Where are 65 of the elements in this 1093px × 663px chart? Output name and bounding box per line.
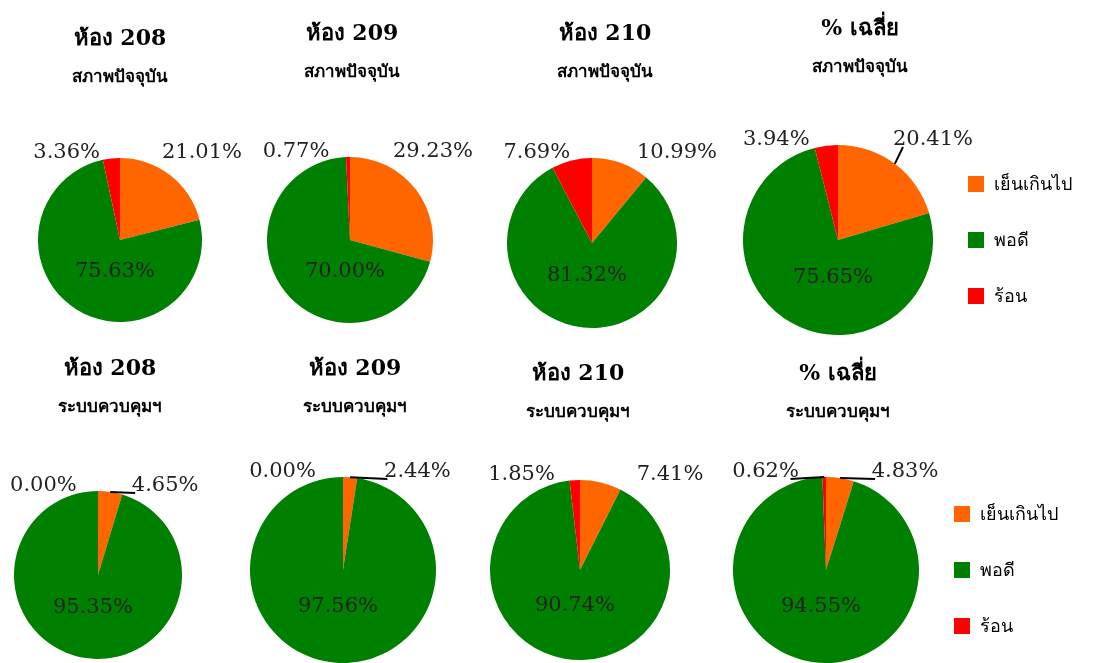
chart-title: ห้อง 209 [305,19,399,45]
data-label: 2.44% [384,458,451,482]
data-label: 10.99% [636,139,718,163]
pie-slice [343,477,358,570]
legend-label: พอดี [980,559,1015,580]
data-label: 1.85% [488,461,555,485]
pie-slice [38,159,202,322]
chart-title: ห้อง 208 [73,24,167,50]
chart-subtitle: สภาพปัจจุบัน [304,61,400,82]
data-label: 7.41% [636,461,704,485]
data-label: 70.00% [304,258,386,283]
pie-slice [733,477,919,663]
data-label: 4.83% [871,458,939,482]
data-label: 21.01% [161,139,243,163]
data-label: 94.55% [780,592,862,617]
chart-title: ห้อง 209 [308,354,402,380]
pie-slice [14,491,182,659]
chart-subtitle: สภาพปัจจุบัน [72,66,168,87]
pie-slice [592,158,647,243]
pie-slice [814,145,838,240]
pie-slice [267,157,431,323]
text: 0.00% [10,472,77,496]
pie-slice [552,158,592,243]
data-label: 90.74% [534,591,616,616]
data-label: 4.65% [131,472,199,496]
data-label: 95.35% [52,593,134,618]
data-label: 29.23% [392,138,474,162]
chart-title: ห้อง 210 [558,19,652,45]
data-label: 20.41% [892,126,974,150]
data-label: 0.62% [732,458,799,482]
legend-label: ร้อน [994,285,1027,306]
legend-label: ร้อน [980,615,1013,636]
pie-slice [350,157,433,262]
pie-slice [250,477,436,663]
pie-slice [102,158,120,240]
legend-label: เย็นเกินไป [994,172,1072,194]
pie-slice [98,491,123,575]
chart-subtitle: ระบบควบคุมฯ [303,396,407,417]
data-label: 97.56% [297,592,379,617]
chart-title: ห้อง 210 [531,359,625,385]
chart-subtitle: ระบบควบคุมฯ [786,401,890,422]
pie-slice [580,480,621,570]
data-label: 75.65% [792,263,874,288]
legend-label: พอดี [994,229,1029,250]
pie-slice [120,158,200,240]
chart-title: % เฉลี่ย [821,11,899,40]
chart-title: % เฉลี่ย [799,356,877,385]
pie-slice [743,147,933,335]
pie-slice [838,145,930,240]
data-label: 3.94% [742,126,810,150]
text: 0.00% [249,458,316,482]
data-label: 7.69% [503,139,571,163]
chart-subtitle: ระบบควบคุมฯ [58,396,162,417]
data-label: 81.32% [546,262,628,287]
pie-slice [507,167,677,328]
data-label: 0.77% [262,138,330,162]
pie-slice [490,480,670,660]
data-label: 3.36% [33,139,101,163]
chart-title: ห้อง 208 [63,354,157,380]
chart-subtitle: สภาพปัจจุบัน [557,61,653,82]
data-label: 75.63% [74,257,156,282]
legend-label: เย็นเกินไป [980,502,1058,524]
chart-subtitle: ระบบควบคุมฯ [526,401,630,422]
pie-slice [826,477,854,570]
chart-subtitle: สภาพปัจจุบัน [812,56,908,77]
